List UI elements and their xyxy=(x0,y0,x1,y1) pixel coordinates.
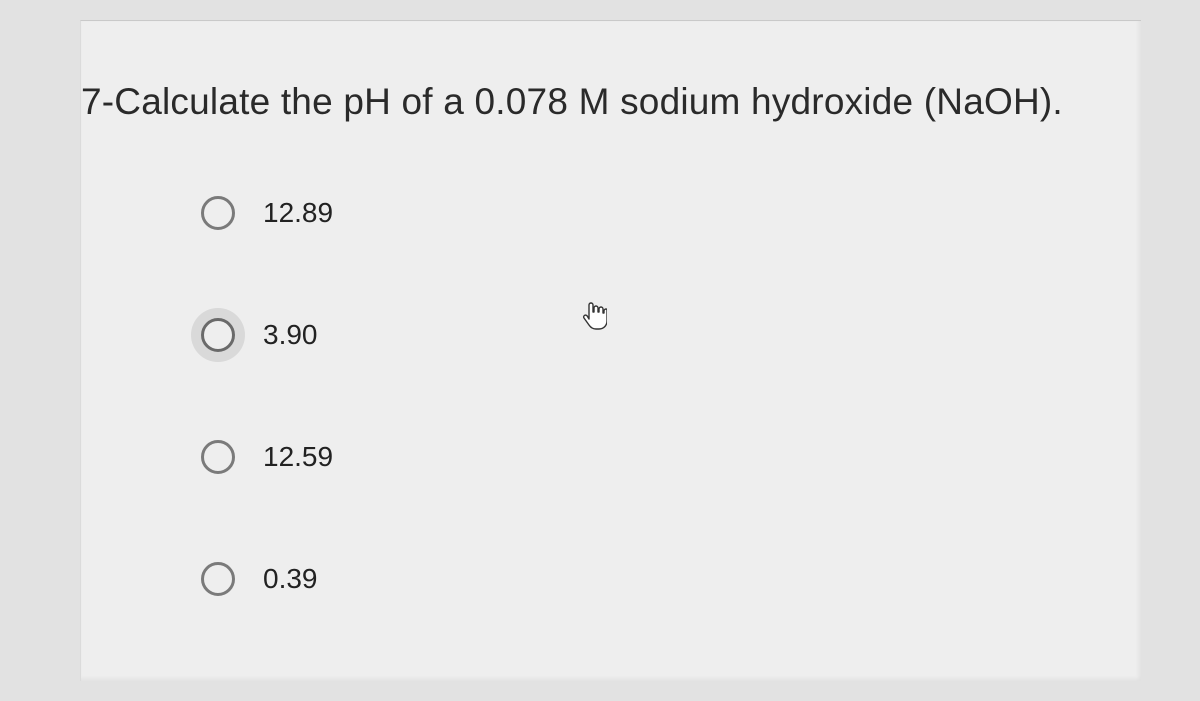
radio-icon[interactable] xyxy=(201,318,235,352)
option-1[interactable]: 3.90 xyxy=(201,318,333,352)
radio-icon[interactable] xyxy=(201,196,235,230)
options-group: 12.89 3.90 12.59 0.39 xyxy=(201,196,333,596)
radio-icon[interactable] xyxy=(201,562,235,596)
radio-icon[interactable] xyxy=(201,440,235,474)
question-card: 7-Calculate the pH of a 0.078 M sodium h… xyxy=(80,20,1141,681)
option-label: 12.59 xyxy=(263,441,333,473)
option-label: 12.89 xyxy=(263,197,333,229)
hand-cursor-icon xyxy=(581,301,607,331)
option-3[interactable]: 0.39 xyxy=(201,562,333,596)
option-0[interactable]: 12.89 xyxy=(201,196,333,230)
option-label: 3.90 xyxy=(263,319,318,351)
option-2[interactable]: 12.59 xyxy=(201,440,333,474)
question-text: 7-Calculate the pH of a 0.078 M sodium h… xyxy=(81,81,1063,123)
option-label: 0.39 xyxy=(263,563,318,595)
